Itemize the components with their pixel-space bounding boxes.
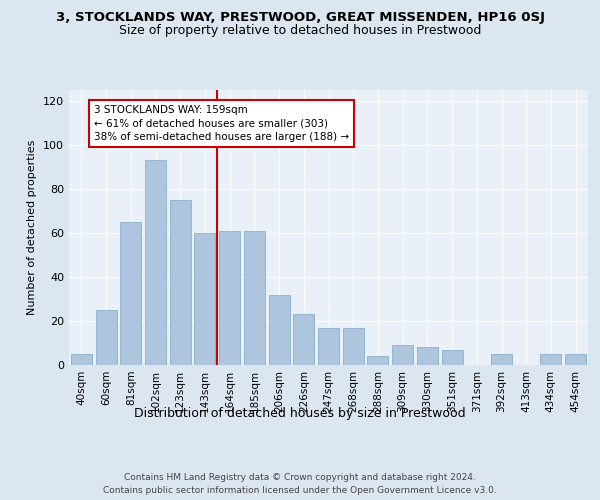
Bar [565, 354, 586, 365]
Bar [145, 160, 166, 365]
Bar [269, 294, 290, 365]
Bar [318, 328, 339, 365]
Bar [71, 354, 92, 365]
Bar [367, 356, 388, 365]
Bar [170, 200, 191, 365]
Text: 3, STOCKLANDS WAY, PRESTWOOD, GREAT MISSENDEN, HP16 0SJ: 3, STOCKLANDS WAY, PRESTWOOD, GREAT MISS… [56, 11, 545, 24]
Bar [491, 354, 512, 365]
Text: Contains HM Land Registry data © Crown copyright and database right 2024.
Contai: Contains HM Land Registry data © Crown c… [103, 474, 497, 495]
Text: 3 STOCKLANDS WAY: 159sqm
← 61% of detached houses are smaller (303)
38% of semi-: 3 STOCKLANDS WAY: 159sqm ← 61% of detach… [94, 106, 349, 142]
Bar [120, 222, 141, 365]
Text: Size of property relative to detached houses in Prestwood: Size of property relative to detached ho… [119, 24, 481, 37]
Bar [442, 350, 463, 365]
Bar [293, 314, 314, 365]
Bar [95, 310, 116, 365]
Bar [219, 231, 240, 365]
Bar [392, 345, 413, 365]
Bar [194, 233, 215, 365]
Bar [244, 231, 265, 365]
Bar [541, 354, 562, 365]
Bar [417, 348, 438, 365]
Bar [343, 328, 364, 365]
Text: Distribution of detached houses by size in Prestwood: Distribution of detached houses by size … [134, 408, 466, 420]
Y-axis label: Number of detached properties: Number of detached properties [28, 140, 37, 315]
